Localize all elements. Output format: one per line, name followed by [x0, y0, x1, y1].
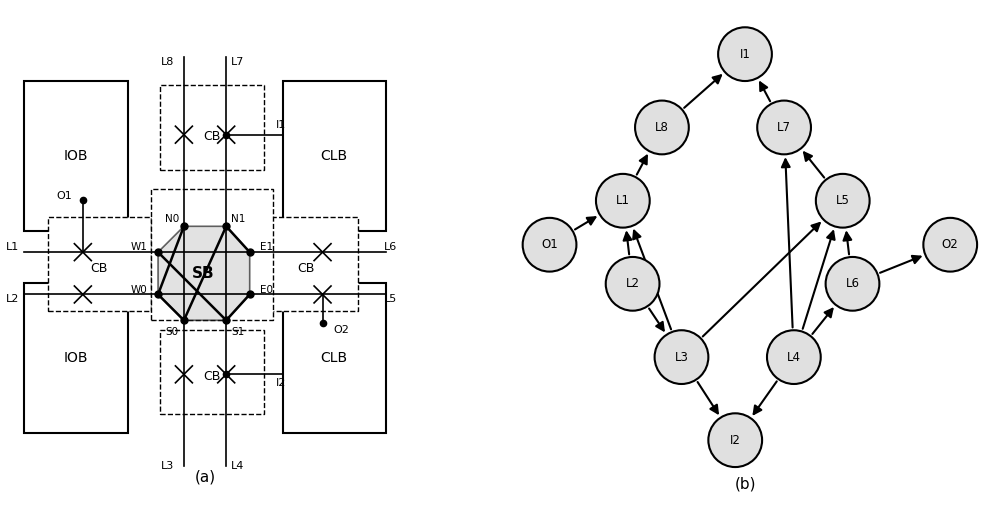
- Circle shape: [767, 330, 821, 384]
- Text: O1: O1: [56, 191, 72, 201]
- Text: L6: L6: [384, 242, 397, 252]
- Bar: [254, 217, 358, 311]
- Text: L7: L7: [777, 121, 791, 134]
- Text: CB: CB: [203, 370, 221, 383]
- Text: L5: L5: [384, 294, 397, 304]
- Text: O1: O1: [541, 238, 558, 251]
- Text: N0: N0: [165, 214, 179, 224]
- Text: O2: O2: [333, 325, 349, 335]
- Text: CB: CB: [297, 262, 315, 275]
- Text: L8: L8: [655, 121, 669, 134]
- Text: L5: L5: [836, 194, 850, 207]
- Bar: [160, 86, 264, 170]
- Text: SB: SB: [191, 266, 214, 281]
- Text: (b): (b): [734, 476, 756, 492]
- Text: S1: S1: [231, 327, 245, 337]
- Text: L1: L1: [616, 194, 630, 207]
- Text: I2: I2: [730, 434, 741, 447]
- Circle shape: [708, 413, 762, 467]
- Circle shape: [826, 257, 879, 310]
- Circle shape: [523, 218, 576, 272]
- Text: I1: I1: [740, 48, 750, 61]
- Text: CB: CB: [203, 130, 221, 144]
- Text: CLB: CLB: [321, 351, 348, 365]
- Text: O2: O2: [942, 238, 959, 251]
- Text: W1: W1: [131, 242, 148, 252]
- Text: N1: N1: [231, 214, 245, 224]
- Text: E0: E0: [260, 285, 273, 295]
- Text: W0: W0: [131, 285, 148, 295]
- Text: IOB: IOB: [64, 351, 88, 365]
- Bar: [283, 282, 386, 433]
- Text: L1: L1: [6, 242, 19, 252]
- Circle shape: [718, 27, 772, 81]
- Bar: [160, 330, 264, 414]
- Text: S0: S0: [166, 327, 179, 337]
- Text: L2: L2: [6, 294, 19, 304]
- Circle shape: [655, 330, 708, 384]
- Text: CLB: CLB: [321, 149, 348, 163]
- Text: (a): (a): [194, 470, 216, 485]
- Polygon shape: [158, 227, 250, 320]
- Text: CB: CB: [91, 262, 108, 275]
- Text: L6: L6: [846, 277, 860, 290]
- Text: L8: L8: [161, 57, 174, 67]
- Text: L3: L3: [675, 351, 688, 363]
- Text: I2: I2: [276, 378, 286, 388]
- Bar: [24, 80, 128, 231]
- Text: L2: L2: [626, 277, 640, 290]
- Text: L4: L4: [231, 461, 245, 471]
- Text: L4: L4: [787, 351, 801, 363]
- Circle shape: [816, 174, 870, 228]
- Text: IOB: IOB: [64, 149, 88, 163]
- Circle shape: [596, 174, 650, 228]
- Bar: [24, 282, 128, 433]
- Bar: [283, 80, 386, 231]
- Bar: [48, 217, 151, 311]
- Circle shape: [635, 101, 689, 154]
- Circle shape: [923, 218, 977, 272]
- Text: L7: L7: [231, 57, 245, 67]
- Text: I1: I1: [276, 120, 286, 130]
- Text: E1: E1: [260, 242, 273, 252]
- Circle shape: [757, 101, 811, 154]
- Bar: [151, 189, 273, 320]
- Circle shape: [606, 257, 659, 310]
- Text: L3: L3: [161, 461, 174, 471]
